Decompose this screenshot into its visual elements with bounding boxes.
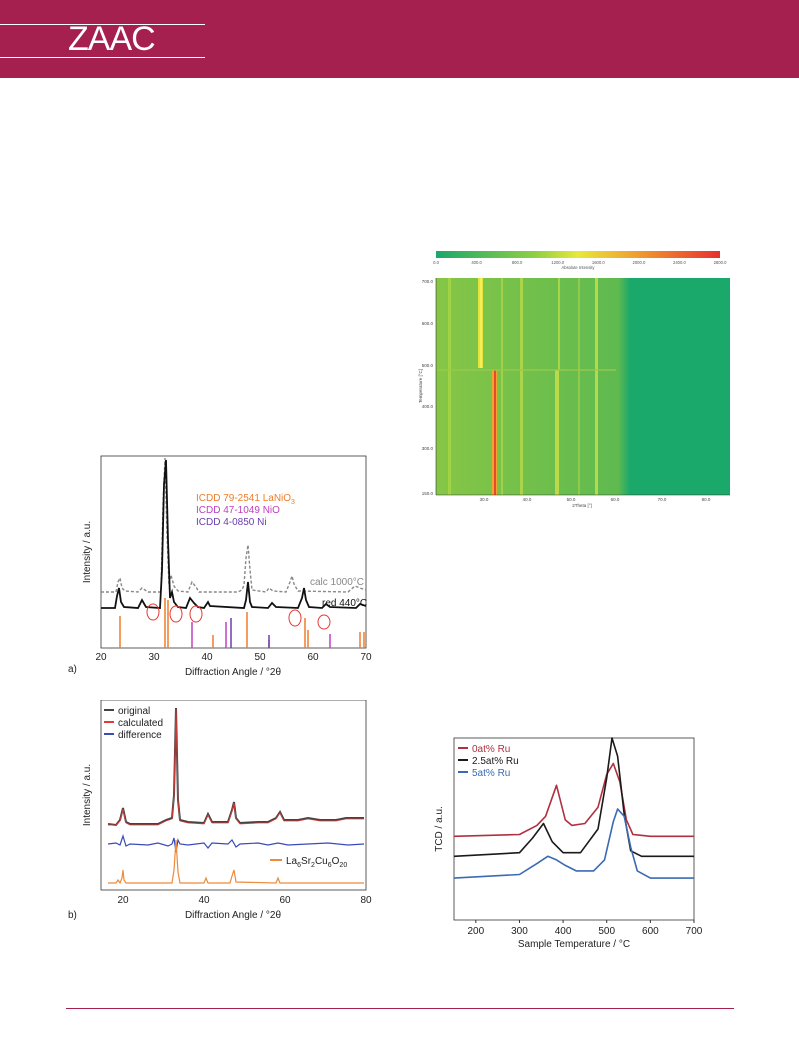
heatmap-streaks	[436, 278, 616, 495]
heatmap-x-tick: 30.0	[480, 497, 489, 502]
colorbar-tick: 2800.0	[714, 260, 727, 265]
legend-0at-ru: 0at% Ru	[472, 744, 510, 755]
tpr-x-tick-label: 300	[511, 926, 528, 937]
curve-phase-reference	[108, 839, 364, 885]
legend-ni: ICDD 4-0850 Ni	[196, 517, 267, 528]
journal-header: ZAAC	[0, 0, 799, 78]
xrd-a-x-tick: 40	[201, 652, 213, 663]
heatmap-x-tick: 70.0	[658, 497, 667, 502]
colorbar-tick: 0.0	[433, 260, 439, 265]
xrd-a-x-label: Diffraction Angle / °2θ	[185, 667, 282, 678]
heatmap-x-tick: 40.0	[523, 497, 532, 502]
legend-original: original	[118, 706, 150, 717]
xrd-a-x-tick: 60	[307, 652, 319, 663]
heatmap-y-tick: 150.0	[422, 491, 434, 496]
xrd-b-x-tick: 60	[279, 895, 291, 906]
heatmap-y-tick: 300.0	[422, 446, 434, 451]
tpr-x-tick-label: 400	[555, 926, 572, 937]
legend-2-5at-ru: 2.5at% Ru	[472, 756, 519, 767]
legend-5at-ru: 5at% Ru	[472, 768, 510, 779]
label-calc-1000: calc 1000°C	[310, 577, 364, 588]
tpr-series-line-0	[453, 762, 694, 838]
curve-calc-1000	[101, 457, 367, 593]
heatmap-x-label: 2Theta [°]	[572, 503, 592, 508]
colorbar-tick: 2400.0	[673, 260, 686, 265]
tpr-x-tick-label: 600	[642, 926, 659, 937]
colorbar-tick: 800.0	[512, 260, 523, 265]
heatmap-y-label: Temperature [°C]	[418, 369, 423, 403]
xrd-b-x-tick: 40	[198, 895, 210, 906]
xrd-b-y-label: Intensity / a.u.	[82, 764, 93, 826]
heatmap-y-tick: 600.0	[422, 321, 434, 326]
tpr-x-tick-label: 500	[598, 926, 615, 937]
heatmap-x-tick: 80.0	[702, 497, 711, 502]
legend-phase: La6Sr2Cu6O20	[286, 856, 347, 869]
heatmap-y-tick: 400.0	[422, 404, 434, 409]
xrd-a-y-label: Intensity / a.u.	[82, 521, 93, 583]
curve-difference	[107, 834, 365, 853]
heatmap-plot	[436, 278, 730, 495]
tpr-series-line-2	[453, 808, 694, 879]
colorbar-tick: 1600.0	[592, 260, 605, 265]
tpr-legend: 0at% Ru 2.5at% Ru 5at% Ru	[458, 744, 519, 779]
heatmap-y-tick: 500.0	[422, 363, 434, 368]
tpr-figure: 200 300 400 500 600 700 0at% Ru 2.5at% Ru 5at…	[430, 735, 730, 960]
label-red-440: red 440°C	[322, 598, 367, 609]
xrd-a-figure: ICDD 79-2541 LaNiO3 ICDD 47-1049 NiO ICD…	[68, 450, 380, 685]
colorbar	[436, 251, 720, 258]
tpr-x-label: Sample Temperature / °C	[518, 939, 630, 950]
legend-nio: ICDD 47-1049 NiO	[196, 505, 280, 516]
colorbar-label: Absolute Intensity	[561, 265, 595, 270]
xrd-a-x-tick: 20	[95, 652, 107, 663]
header-rule-bottom	[0, 57, 205, 58]
xrd-b-legend: original calculated difference La6Sr2Cu6…	[104, 706, 347, 869]
heatmap-y-tick: 700.0	[422, 279, 434, 284]
highlight-circles	[146, 603, 331, 630]
legend-difference: difference	[118, 730, 162, 741]
xrd-a-x-tick: 50	[254, 652, 266, 663]
colorbar-tick: 2000.0	[632, 260, 645, 265]
legend-lanio3: ICDD 79-2541 LaNiO3	[196, 493, 295, 506]
tpr-x-tick-label: 700	[686, 926, 703, 937]
xrd-b-x-tick: 20	[117, 895, 129, 906]
heatmap-figure: 0.0 400.0 800.0 1200.0 1600.0 2000.0 240…	[400, 245, 740, 515]
legend-calculated: calculated	[118, 718, 163, 729]
ref-lines-ni	[230, 618, 270, 648]
curve-red-440	[101, 459, 367, 609]
tpr-y-label: TCD / a.u.	[434, 806, 445, 852]
heatmap-x-tick: 60.0	[611, 497, 620, 502]
footer-rule	[66, 1008, 734, 1009]
curve-original	[107, 707, 364, 827]
heatmap-x-tick: 50.0	[567, 497, 576, 502]
tpr-x-tick-label: 200	[467, 926, 484, 937]
colorbar-tick: 400.0	[471, 260, 482, 265]
xrd-a-x-tick: 30	[148, 652, 160, 663]
xrd-b-x-tick: 80	[360, 895, 372, 906]
panel-label-a: a)	[68, 664, 77, 675]
panel-label-b: b)	[68, 910, 77, 921]
colorbar-tick: 1200.0	[551, 260, 564, 265]
curve-calculated	[108, 708, 364, 826]
header-rule-top	[0, 24, 205, 25]
tpr-plot-frame	[453, 737, 695, 921]
xrd-a-x-tick: 70	[360, 652, 372, 663]
ref-lines-nio	[191, 622, 331, 648]
xrd-b-x-label: Diffraction Angle / °2θ	[185, 910, 282, 921]
xrd-b-figure: original calculated difference La6Sr2Cu6…	[68, 699, 380, 930]
journal-logo: ZAAC	[68, 20, 156, 58]
